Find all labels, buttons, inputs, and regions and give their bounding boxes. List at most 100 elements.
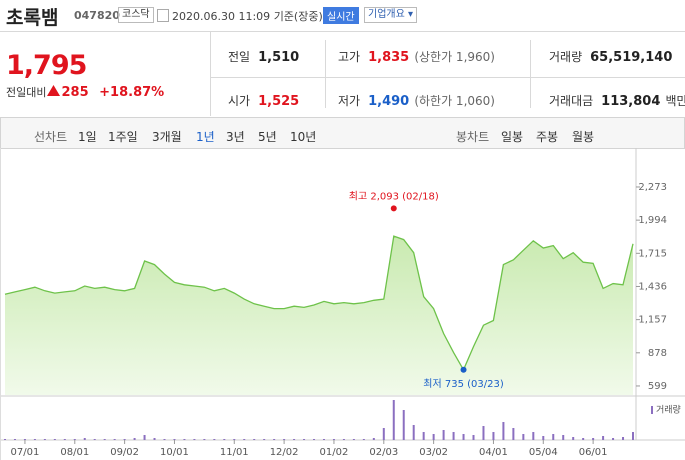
volume-bar <box>4 439 6 440</box>
volume-bar <box>322 439 325 440</box>
volume-bar <box>632 432 634 440</box>
change-label: 전일대비 <box>6 86 47 99</box>
datetime: 2020.06.30 11:09 기준(장중) <box>172 8 323 24</box>
stat: 고가 1,835 (상한가 1,960) <box>338 46 495 65</box>
volume-bar <box>113 439 116 440</box>
divider <box>325 40 326 108</box>
volume-bar <box>362 439 365 440</box>
volume-bar <box>512 428 515 440</box>
tab-group-label: 봉차트 <box>456 130 490 144</box>
y-tick-label: 1,157 <box>638 315 667 326</box>
volume-bar <box>233 439 236 440</box>
x-tick-label: 01/02 <box>320 447 349 458</box>
candle-tab[interactable]: 주봉 <box>536 130 559 144</box>
volume-bar <box>432 434 435 440</box>
x-tick-label: 03/02 <box>419 447 448 458</box>
x-tick-label: 04/01 <box>479 447 508 458</box>
volume-bar <box>602 436 605 440</box>
x-tick-label: 02/03 <box>369 447 398 458</box>
volume-legend: 거래량 <box>656 404 681 416</box>
volume-bar <box>442 430 445 440</box>
stat: 거래대금 113,804 백만 <box>549 90 685 109</box>
x-tick-label: 08/01 <box>60 447 89 458</box>
extreme-dot <box>390 205 397 212</box>
volume-bar <box>592 438 595 440</box>
volume-bar <box>53 439 56 440</box>
stock-code: 047820 <box>74 9 120 22</box>
x-tick-label: 05/04 <box>529 447 558 458</box>
candle-tab[interactable]: 일봉 <box>501 130 524 144</box>
x-tick-label: 11/01 <box>220 447 249 458</box>
stat-value: 65,519,140 <box>590 50 673 65</box>
y-tick-label: 1,994 <box>638 215 667 226</box>
volume-bar <box>93 439 96 440</box>
volume-bar <box>313 439 316 440</box>
volume-bar <box>542 436 545 440</box>
volume-bar <box>263 439 266 440</box>
volume-bar <box>452 432 455 440</box>
divider <box>530 40 531 108</box>
stat-value: 113,804 <box>601 94 661 109</box>
volume-bar <box>293 439 296 440</box>
stat-label: 시가 <box>228 94 251 108</box>
stat: 저가 1,490 (하한가 1,060) <box>338 90 495 109</box>
x-tick-label: 07/01 <box>11 447 40 458</box>
change-pct: +18.87% <box>99 85 165 100</box>
volume-bar <box>143 435 146 440</box>
volume-bar <box>303 439 306 440</box>
calendar-icon <box>157 9 169 22</box>
volume-bar <box>482 426 485 440</box>
volume-bar <box>63 439 66 440</box>
basis: 기준(장중) <box>273 10 323 23</box>
stat-value: 1,510 <box>258 50 300 65</box>
up-arrow <box>47 85 61 96</box>
stat-note: (하한가 1,060) <box>414 94 495 108</box>
stat: 전일 1,510 <box>228 46 299 65</box>
y-tick-label: 599 <box>648 381 667 392</box>
divider <box>210 32 211 116</box>
volume-bar <box>522 434 525 440</box>
realtime-button[interactable]: 실시간 <box>323 7 359 24</box>
period-tab[interactable]: 1주일 <box>108 130 138 144</box>
period-tab[interactable]: 5년 <box>258 130 277 144</box>
volume-bar <box>83 438 86 440</box>
y-tick-label: 1,436 <box>638 281 667 292</box>
volume-bar <box>23 439 26 440</box>
candle-tab[interactable]: 월봉 <box>572 130 595 144</box>
volume-bar <box>562 435 565 440</box>
volume-bar <box>382 428 385 440</box>
period-tab[interactable]: 1년 <box>196 130 215 144</box>
company-info-button[interactable]: 기업개요 ▾ <box>364 7 418 23</box>
company-info-text: 기업개요 <box>368 9 405 20</box>
volume-bar <box>133 438 136 440</box>
volume-bar <box>43 439 46 440</box>
stat-label: 거래대금 <box>549 94 594 108</box>
stat-value: 1,525 <box>258 94 300 109</box>
change-row: 전일대비 285 +18.87% <box>6 84 164 100</box>
x-tick-label: 10/01 <box>160 447 189 458</box>
extreme-dot <box>460 366 467 373</box>
extreme-label: 최고 2,093 (02/18) <box>349 190 439 202</box>
volume-bar <box>103 439 106 440</box>
change: 285 <box>61 85 89 100</box>
stat: 거래량 65,519,140 <box>549 46 672 65</box>
volume-bar <box>33 439 36 440</box>
stat-label: 거래량 <box>549 50 583 64</box>
price-line <box>4 235 634 372</box>
period-tab[interactable]: 3년 <box>226 130 245 144</box>
volume-bar <box>273 439 276 440</box>
period-tab[interactable]: 10년 <box>290 130 317 144</box>
volume-bar <box>412 425 415 440</box>
volume-bar <box>13 439 16 440</box>
volume-legend-swatch <box>651 406 653 414</box>
volume-bar <box>283 439 286 440</box>
period-tab[interactable]: 1일 <box>78 130 97 144</box>
volume-bar <box>213 439 216 440</box>
volume-bar <box>73 439 76 440</box>
stat-label: 고가 <box>338 50 361 64</box>
extreme-label: 최저 735 (03/23) <box>423 378 504 390</box>
volume-bar <box>352 439 355 440</box>
period-tab[interactable]: 3개월 <box>152 130 182 144</box>
y-tick-label: 878 <box>648 348 667 359</box>
volume-bar <box>173 439 176 440</box>
